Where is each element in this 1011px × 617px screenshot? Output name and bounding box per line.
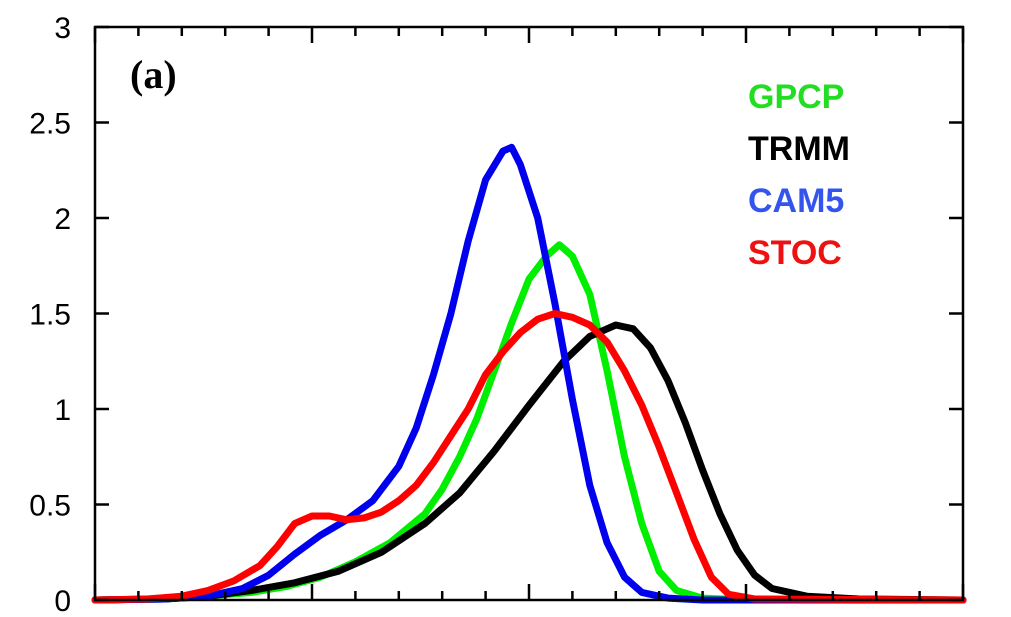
y-tick-label: 0 bbox=[54, 585, 71, 617]
y-tick-label: 3 bbox=[54, 12, 71, 45]
panel-label: (a) bbox=[130, 52, 177, 97]
series-line-cam5 bbox=[91, 143, 967, 604]
y-tick-label: 2.5 bbox=[29, 108, 71, 141]
series-line-stoc bbox=[91, 310, 967, 604]
series-line-trmm bbox=[91, 321, 967, 604]
legend-entry-trmm: TRMM bbox=[748, 130, 850, 168]
legend-entry-cam5: CAM5 bbox=[748, 182, 844, 220]
y-tick-label: 1 bbox=[54, 394, 71, 427]
series-layer bbox=[91, 143, 967, 604]
y-tick-label: 1.5 bbox=[29, 299, 71, 332]
legend-entry-stoc: STOC bbox=[748, 234, 842, 272]
series-line-gpcp bbox=[91, 241, 967, 604]
legend-entry-gpcp: GPCP bbox=[748, 78, 844, 116]
y-tick-label: 2 bbox=[54, 203, 71, 236]
legend: GPCP TRMM CAM5 STOC bbox=[748, 78, 850, 272]
y-tick-label: 0.5 bbox=[29, 490, 71, 523]
plot-frame bbox=[93, 25, 965, 602]
